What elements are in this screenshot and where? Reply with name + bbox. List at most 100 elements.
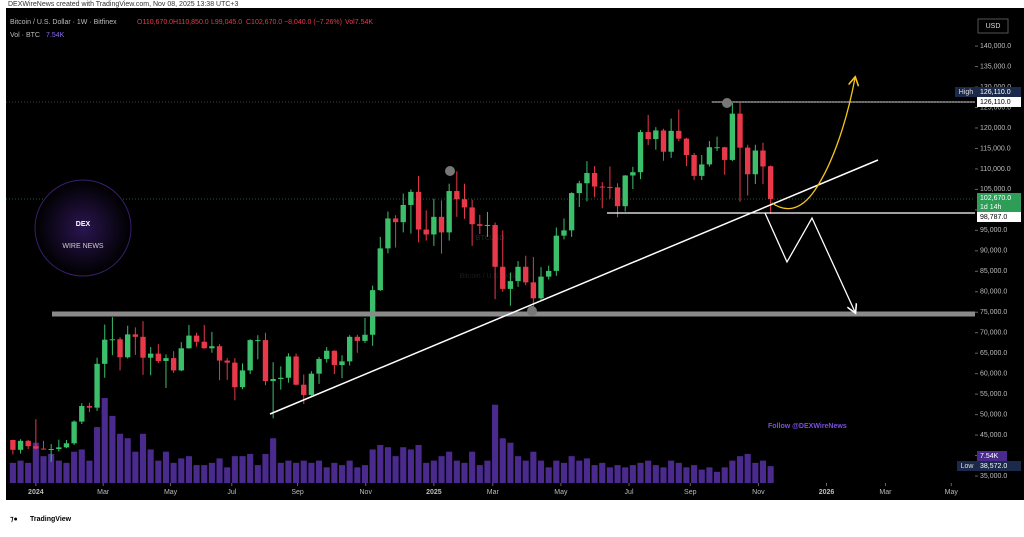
candle-body [530, 282, 537, 299]
volume-bar [599, 462, 606, 483]
candle-body [40, 448, 47, 450]
pivot [527, 306, 537, 316]
candle-body [147, 353, 154, 358]
legend-high: H110,850.0 [173, 19, 209, 26]
candle-body [722, 147, 728, 160]
volume-bar [32, 442, 39, 483]
pane [6, 8, 975, 483]
candle-body [599, 186, 605, 188]
legend-close: C102,670.0 [246, 19, 282, 26]
volume-bar [553, 460, 560, 483]
badge-high: 126,110.0 [980, 89, 1011, 96]
currency: USD [986, 23, 1001, 30]
candle-body [132, 334, 139, 337]
x-tick-label: May [945, 489, 959, 496]
volume-bar [193, 465, 200, 483]
x-tick-label: Nov [360, 489, 373, 496]
volume-bar [713, 471, 721, 483]
volume-bar [170, 462, 177, 483]
legend-symbol: Bitcoin / U.S. Dollar · 1W · Bitfinex [10, 19, 117, 26]
volume-bar [591, 465, 598, 483]
candle-body [354, 336, 360, 341]
volume-bar [614, 465, 621, 483]
currency-box [977, 18, 1009, 34]
candle-body [201, 341, 207, 349]
candle-body [17, 440, 24, 450]
y-tick-label: 60,000.0 [980, 371, 1007, 378]
volume-bar [25, 462, 32, 483]
candle-body [71, 421, 77, 444]
candle-body [163, 358, 169, 361]
candle-body [431, 216, 437, 235]
candle-body [660, 130, 667, 152]
candle-body [324, 350, 330, 359]
badge-high-label: High [959, 89, 974, 96]
x-tick-label: Jul [625, 489, 634, 496]
volume-bar [101, 398, 108, 483]
volume-bar [683, 467, 690, 483]
volume-bar [576, 460, 583, 483]
y-tick-label: 70,000.0 [980, 330, 1007, 337]
candle-body [561, 230, 567, 236]
candle-body [553, 235, 560, 271]
candle-body [477, 224, 483, 226]
candle-body [607, 186, 613, 188]
volume-bar [40, 456, 47, 483]
volume-bar [736, 456, 744, 483]
candle-body [224, 360, 230, 363]
volume-bar [767, 466, 774, 483]
candle-body [331, 350, 338, 366]
badge-low: 38,572.0 [980, 463, 1007, 470]
time-axis [6, 483, 975, 500]
candle-body [584, 173, 590, 184]
candle-body [377, 248, 383, 291]
y-tick-label: 45,000.0 [980, 432, 1007, 439]
candle-body [523, 266, 529, 283]
candle-body [767, 166, 774, 199]
logo-sub: WIRE NEWS [62, 243, 104, 250]
candle-body [270, 378, 276, 382]
volume-bar [568, 456, 575, 483]
candle-body [568, 193, 575, 231]
volume-bar [323, 467, 330, 483]
candle-body [454, 191, 460, 200]
logo-main: DEX [76, 221, 91, 228]
x-tick-label: Mar [97, 489, 110, 496]
volume-bar [537, 460, 545, 483]
candle-body [752, 150, 759, 175]
candle-body [239, 370, 246, 388]
logo [34, 179, 132, 277]
badge [977, 212, 1021, 222]
candle-body [614, 187, 621, 207]
badge [977, 87, 1021, 97]
candle-body [109, 339, 116, 341]
volume-bar [293, 462, 300, 483]
volume-bar [300, 460, 307, 483]
volume-bar [522, 460, 529, 483]
volume-bar [277, 462, 284, 483]
volume-bar [285, 460, 292, 483]
volume-bar [560, 462, 568, 483]
badge [977, 461, 1021, 471]
candle-body [438, 216, 445, 233]
pivot [445, 166, 455, 176]
x-tick-label: Jul [227, 489, 236, 496]
volume-bar [116, 433, 124, 483]
candle-body [423, 229, 429, 235]
watermark-name: Bitcoin / U.S. Dollar [460, 273, 521, 280]
volume-bar [415, 444, 422, 483]
volume-bar [247, 453, 254, 483]
volume-bar [469, 451, 476, 483]
volume-bar [476, 465, 483, 483]
y-tick-label: 65,000.0 [980, 350, 1007, 357]
volume-bar [155, 460, 162, 483]
volume-bar [461, 462, 468, 483]
volume-bar [132, 451, 139, 483]
volume-bar [354, 467, 361, 483]
volume-bar [308, 462, 315, 483]
volume-bar [721, 467, 728, 483]
volume-bar [216, 458, 223, 483]
candle-body [469, 207, 475, 225]
volume-bar [545, 467, 552, 483]
